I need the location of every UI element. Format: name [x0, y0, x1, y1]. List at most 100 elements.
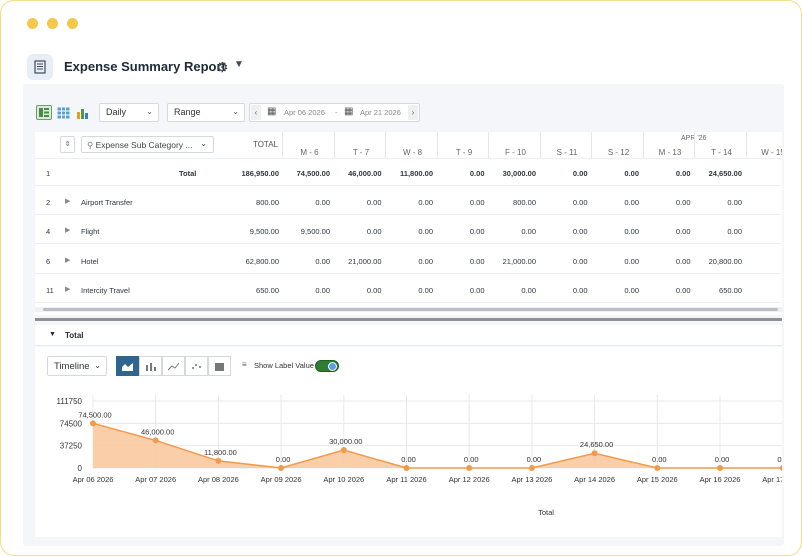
column-separator: [642, 132, 644, 158]
row-number: 4: [46, 227, 51, 236]
table-cell: 20,800.00: [708, 257, 742, 266]
total-section-header[interactable]: ▼ Total: [35, 325, 782, 346]
expand-row-icon[interactable]: ▶: [65, 198, 71, 205]
row-label: Flight: [81, 227, 100, 236]
subcategory-select-value: Expense Sub Category ...: [95, 140, 193, 150]
table-cell: 0.00: [675, 257, 691, 266]
caret-down-icon[interactable]: ▼: [49, 331, 56, 338]
table-cell: 0: [746, 227, 783, 236]
table-cell: 0.00: [366, 227, 382, 236]
hierarchy-icon: ⚲: [87, 140, 94, 150]
expand-row-icon[interactable]: ▶: [65, 286, 71, 293]
date-to[interactable]: Apr 21 2026: [360, 108, 401, 117]
y-tick-label: 74500: [60, 419, 83, 428]
column-separator: [488, 132, 489, 158]
table-cell: 0: [746, 198, 783, 207]
period-select-value: Daily: [106, 107, 127, 117]
chevron-down-icon: ⌄: [232, 107, 239, 116]
data-point: [591, 450, 598, 457]
x-tick-label: Apr 13 2026: [511, 475, 552, 484]
chevron-down-icon[interactable]: ▼: [234, 59, 244, 70]
data-label: 46,000.00: [141, 427, 174, 436]
toggle-knob[interactable]: [328, 362, 337, 371]
table-cell: 0.00: [469, 198, 485, 207]
stacked-chart-button[interactable]: [208, 356, 231, 376]
date-separator: -: [335, 108, 338, 117]
data-point: [278, 465, 285, 471]
data-point: [466, 465, 473, 471]
calendar-icon[interactable]: ▦: [344, 106, 354, 117]
series-line: [92, 422, 782, 469]
chart-view-select[interactable]: Timeline ⌄: [47, 356, 107, 376]
horizontal-scrollbar[interactable]: [35, 307, 782, 312]
column-separator: [591, 132, 592, 158]
window-dot-2[interactable]: [47, 18, 58, 29]
table-cell: 0.00: [572, 198, 588, 207]
data-point: [779, 465, 782, 471]
table-cell: 0.00: [572, 257, 588, 266]
row-divider: [35, 302, 782, 303]
table-cell: 0.00: [469, 227, 485, 236]
column-separator: [333, 132, 335, 158]
table-cell: 0.00: [675, 198, 691, 207]
expand-row-icon[interactable]: ▶: [65, 227, 71, 234]
data-label: 11,800.00: [204, 448, 237, 457]
gear-icon[interactable]: ⚙: [216, 59, 229, 75]
area-chart-button[interactable]: [116, 356, 139, 376]
next-range-button[interactable]: ›: [408, 105, 418, 120]
date-from[interactable]: Apr 06 2026: [284, 108, 325, 117]
expand-row-icon[interactable]: ▶: [65, 257, 71, 264]
data-label: 0.00: [464, 455, 479, 464]
window-controls: [27, 18, 78, 29]
chart-panel: Timeline ⌄ ≡ Show Label Value 111750 7450…: [35, 347, 782, 537]
column-separator: [745, 132, 747, 158]
row-total: 62,800.00: [245, 257, 279, 266]
calendar-icon[interactable]: ▦: [267, 106, 277, 117]
period-select[interactable]: Daily ⌄: [99, 103, 159, 122]
data-point: [403, 465, 410, 471]
chevron-down-icon: ⌄: [146, 107, 153, 116]
list-icon: ≡: [242, 360, 247, 369]
table-cell: 0.00: [675, 286, 691, 295]
table-view-icon[interactable]: [55, 105, 71, 120]
table-cell: 0.00: [469, 169, 485, 178]
show-label-value-toggle[interactable]: [315, 360, 339, 372]
day-column-header: F - 10: [505, 148, 526, 157]
table-cell: 0.00: [418, 286, 433, 295]
panel-splitter[interactable]: [35, 318, 782, 321]
subcategory-select[interactable]: ⚲ Expense Sub Category ... ⌄: [81, 136, 214, 153]
x-tick-label: Apr 11 2026: [386, 475, 426, 484]
window-dot-3[interactable]: [67, 18, 78, 29]
prev-range-button[interactable]: ‹: [251, 105, 261, 120]
data-point: [152, 437, 159, 444]
sort-toggle-button[interactable]: ⇕: [60, 136, 75, 153]
page-title: Expense Summary Report: [64, 59, 226, 74]
line-chart-button[interactable]: [162, 356, 185, 376]
chevron-down-icon: ⌄: [94, 361, 101, 370]
bar-chart-button[interactable]: [139, 356, 162, 376]
range-select[interactable]: Range ⌄: [167, 103, 245, 122]
row-number: 11: [46, 286, 54, 295]
day-column-header: S - 12: [607, 148, 630, 157]
report-grid: ⇕ ⚲ Expense Sub Category ... ⌄ TOTAL APR…: [35, 132, 782, 315]
date-range-picker[interactable]: ‹ ▦ Apr 06 2026 - ▦ Apr 21 2026 ›: [249, 103, 420, 122]
table-cell: 0.00: [521, 286, 536, 295]
day-column-header: T - 9: [455, 148, 473, 157]
row-label: Intercity Travel: [81, 286, 130, 295]
total-column-header: TOTAL: [252, 140, 278, 149]
table-cell: 21,000.00: [502, 257, 536, 266]
scrollbar-thumb[interactable]: [43, 308, 778, 311]
window-dot-1[interactable]: [27, 18, 38, 29]
day-column-header: W - 8: [402, 148, 423, 157]
scatter-chart-button[interactable]: [185, 356, 208, 376]
table-cell: 0.00: [624, 198, 639, 207]
timeline-chart: 111750 74500 37250 0 74,500.00 46,000.00 11,80…: [56, 395, 782, 517]
grid-chart-view-icon[interactable]: [36, 105, 52, 120]
bar-chart-view-icon[interactable]: [74, 105, 90, 120]
data-label: 0.00: [777, 455, 782, 464]
data-label: 24,650.00: [580, 440, 613, 449]
row-divider: [35, 185, 782, 186]
table-cell: 46,000.00: [348, 169, 382, 178]
month-header: APR '26: [681, 135, 707, 142]
table-cell: 21,000.00: [348, 257, 382, 266]
